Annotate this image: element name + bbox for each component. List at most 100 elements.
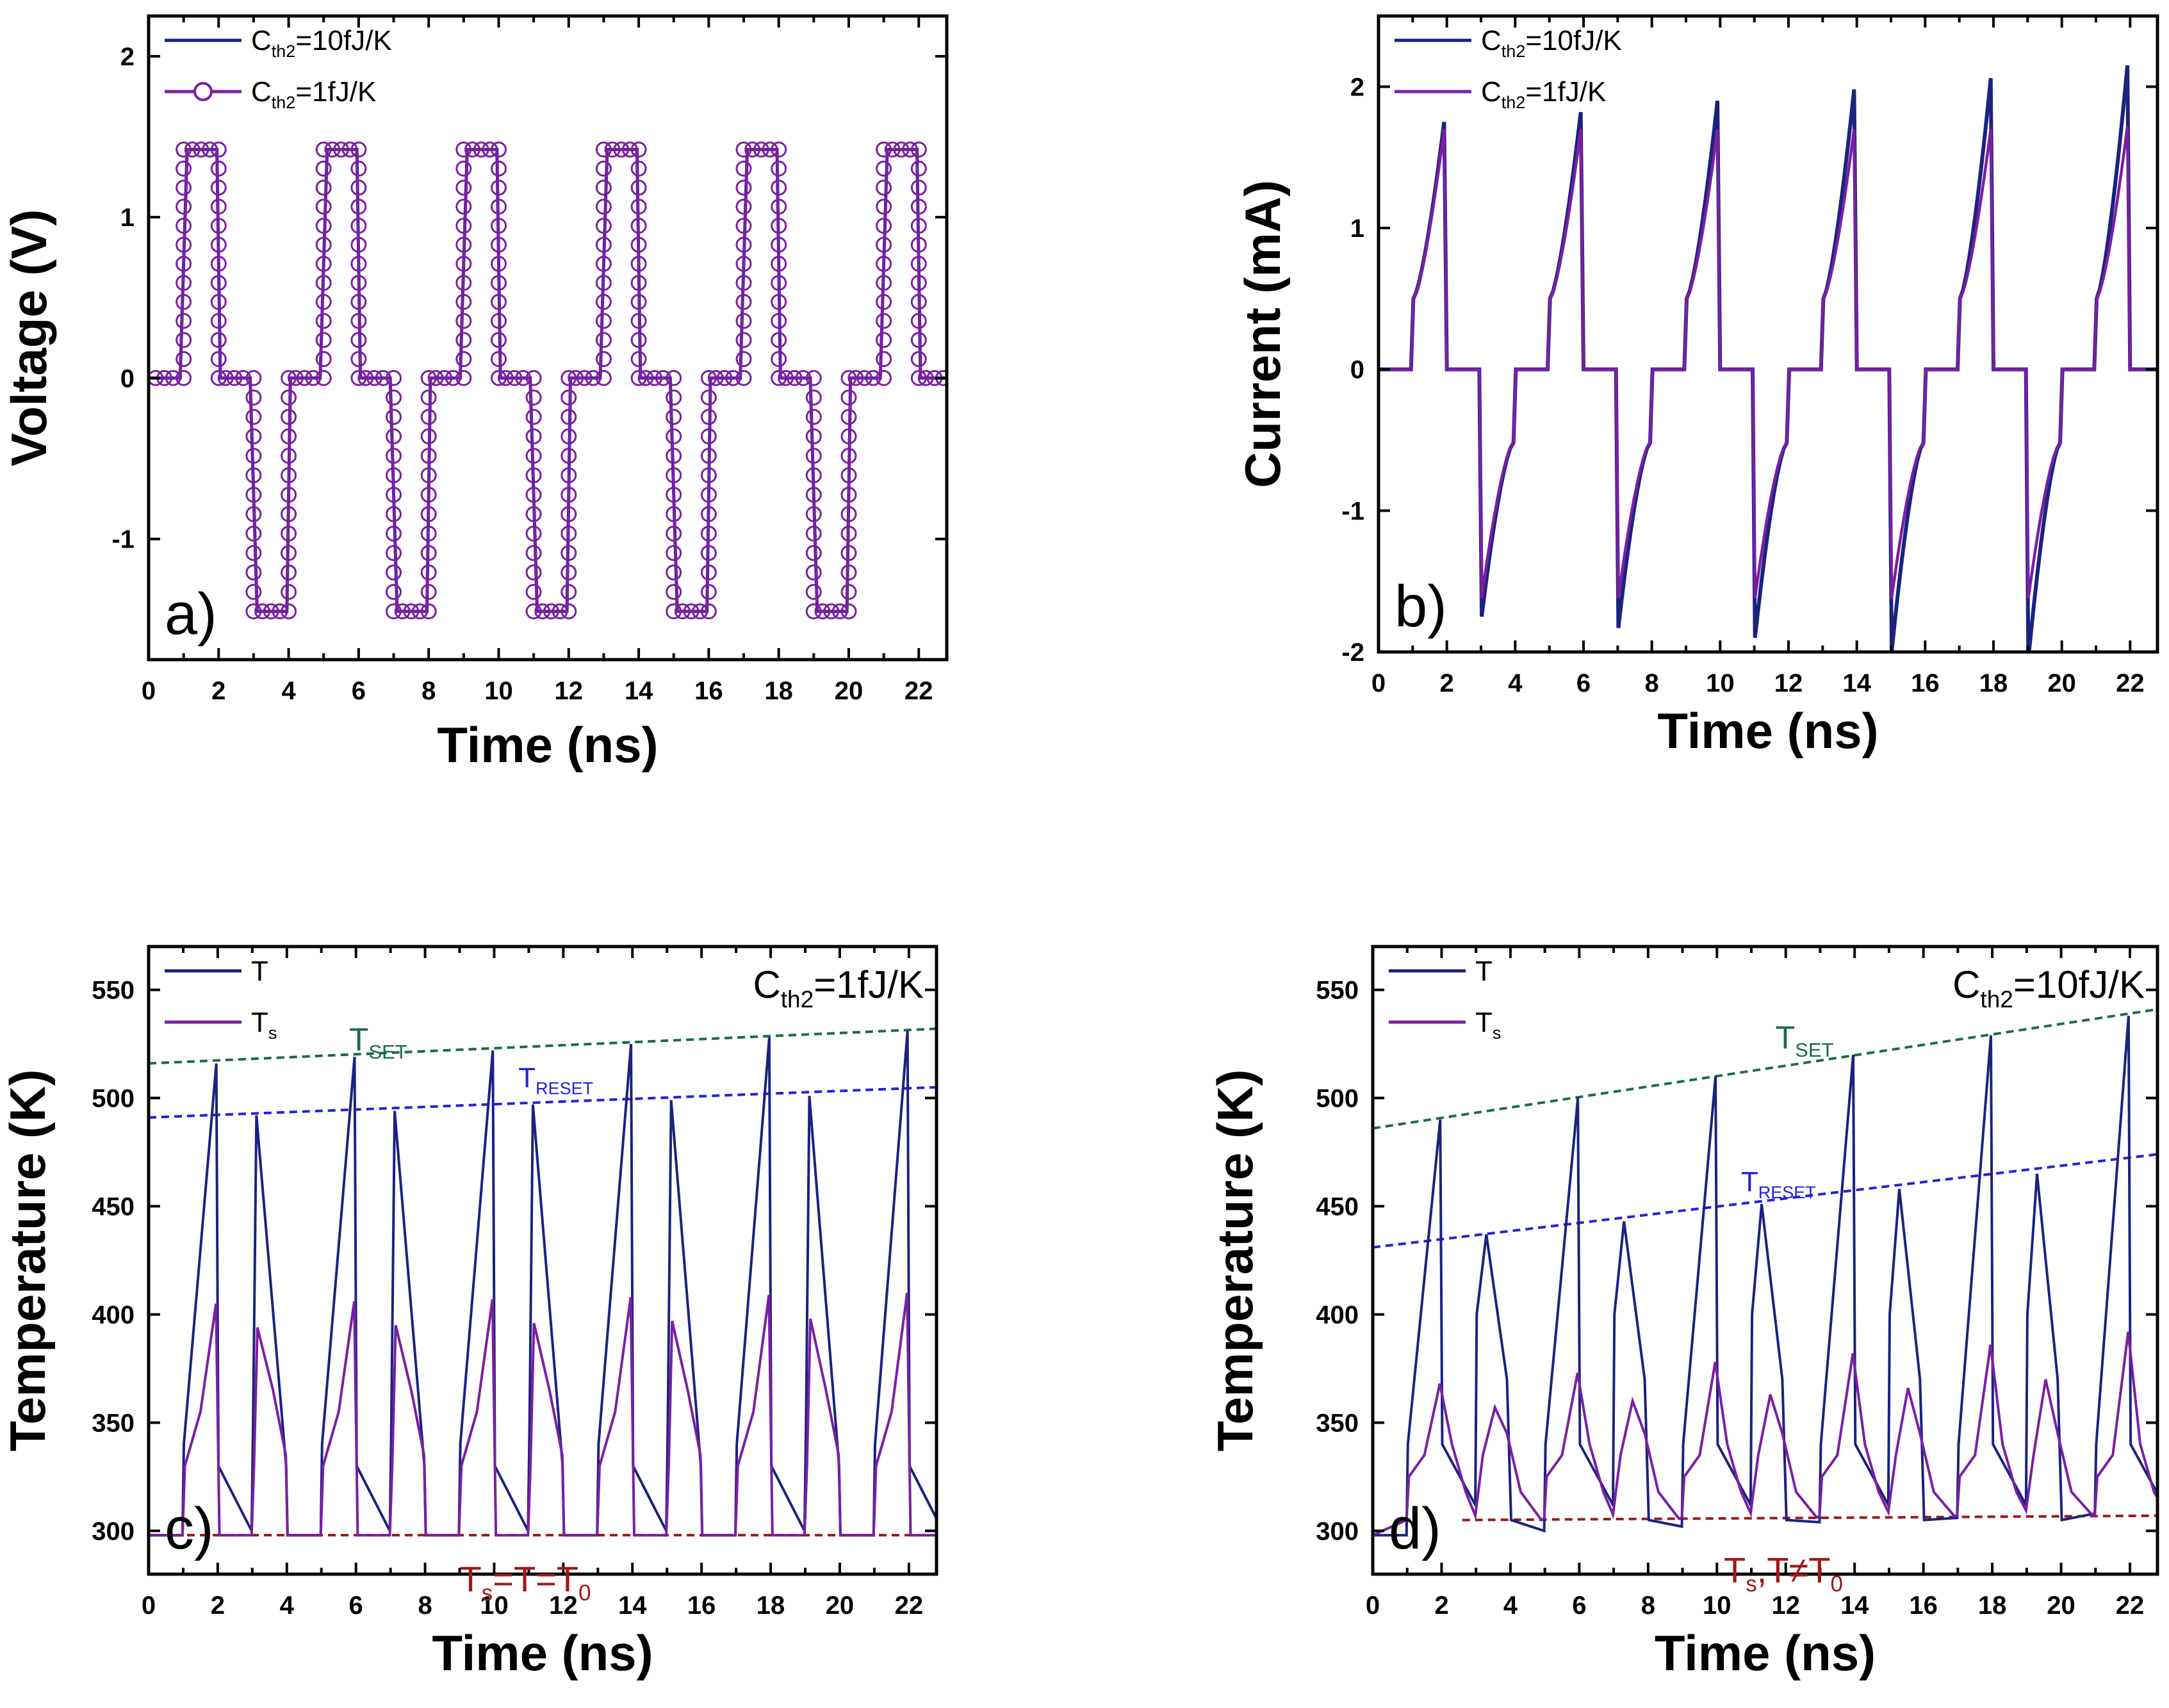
marker-circle — [464, 142, 480, 158]
marker-circle — [805, 506, 822, 523]
x-tick-label: 0 — [142, 677, 156, 705]
marker-circle — [561, 583, 577, 600]
marker-circle — [982, 429, 996, 443]
x-tick-label: 0 — [142, 1591, 156, 1620]
marker-circle — [245, 545, 262, 561]
label-text: T — [1724, 1550, 1746, 1590]
label-text: C — [1481, 76, 1502, 108]
marker-circle — [847, 370, 864, 386]
marker-circle — [982, 585, 996, 599]
x-tick-label: 22 — [895, 1591, 924, 1620]
x-axis-label: Time (ns) — [1655, 1625, 1876, 1681]
y-tick-label: 350 — [1316, 1409, 1359, 1437]
capacitance-annotation: Cth2=10fJ/K — [1952, 963, 2145, 1013]
x-tick-label: 14 — [1840, 1591, 1869, 1620]
marker-circle — [595, 142, 612, 158]
marker-circle — [515, 370, 532, 386]
plot-frame — [1377, 14, 2159, 654]
marker-circle — [552, 603, 568, 620]
marker-circle — [876, 218, 892, 234]
marker-circle — [771, 332, 787, 348]
marker-circle — [281, 370, 297, 386]
tset-label: TSET — [349, 1021, 407, 1063]
marker-circle — [350, 218, 367, 234]
marker-circle — [964, 605, 978, 619]
marker-circle — [210, 256, 227, 272]
marker-circle — [350, 256, 367, 272]
marker-circle — [982, 410, 996, 424]
marker-circle — [655, 370, 671, 386]
marker-circle — [315, 293, 332, 310]
y-tick-label: -1 — [1341, 497, 1364, 525]
subscript-text: 0 — [578, 1581, 591, 1606]
panel-label: c) — [165, 1496, 214, 1561]
marker-circle — [176, 313, 192, 329]
marker-circle — [525, 389, 542, 406]
marker-circle — [613, 142, 630, 158]
marker-circle — [193, 142, 209, 158]
marker-circle — [945, 393, 947, 402]
marker-circle — [831, 603, 848, 620]
marker-circle — [525, 545, 542, 561]
subscript-text: th2 — [272, 42, 296, 61]
marker-circle — [945, 451, 947, 460]
marker-circle — [386, 583, 402, 600]
marker-circle — [840, 487, 857, 503]
marker-circle — [420, 545, 437, 561]
marker-circle — [210, 236, 227, 253]
marker-circle — [735, 142, 752, 158]
y-tick-label: 400 — [92, 1301, 135, 1329]
marker-circle — [700, 506, 717, 523]
marker-circle — [771, 275, 787, 291]
marker-circle — [315, 142, 332, 158]
marker-circle — [666, 370, 682, 386]
series-markers-1fJ — [149, 142, 996, 620]
marker-circle — [945, 607, 947, 615]
legend-marker-circle — [193, 82, 213, 101]
subscript-text: RESET — [536, 1079, 593, 1098]
x-tick-label: 16 — [687, 1591, 716, 1620]
marker-circle — [245, 525, 262, 542]
plot-frame — [147, 945, 938, 1576]
marker-circle — [982, 526, 996, 541]
x-tick-label: 12 — [549, 1591, 578, 1620]
marker-circle — [491, 236, 507, 253]
marker-circle — [973, 605, 987, 619]
marker-circle — [245, 583, 262, 600]
marker-circle — [910, 370, 927, 386]
legend-label: Cth2=10fJ/K — [1481, 25, 1622, 61]
marker-circle — [771, 313, 787, 329]
marker-circle — [910, 313, 927, 329]
marker-circle — [735, 370, 752, 386]
marker-circle — [245, 603, 262, 620]
marker-circle — [910, 199, 927, 215]
x-tick-label: 6 — [1572, 1591, 1586, 1620]
marker-circle — [491, 179, 507, 196]
y-tick-label: -1 — [111, 526, 135, 554]
y-tick-label: 2 — [1350, 73, 1364, 101]
marker-circle — [561, 409, 577, 425]
dashed-line-treset — [149, 1086, 937, 1119]
marker-circle — [805, 525, 822, 542]
x-tick-label: 20 — [2047, 669, 2076, 697]
plot-frame — [147, 14, 949, 662]
x-tick-label: 18 — [757, 1591, 785, 1620]
marker-circle — [945, 432, 947, 441]
marker-circle — [630, 370, 647, 386]
marker-circle — [735, 351, 752, 368]
label-text: =10fJ/K — [2013, 963, 2145, 1006]
marker-circle — [982, 468, 996, 482]
marker-circle — [350, 293, 367, 310]
marker-circle — [762, 142, 778, 158]
marker-circle — [840, 545, 857, 561]
legend-label: T — [251, 956, 268, 987]
marker-circle — [455, 160, 472, 177]
plot-area — [1379, 65, 2157, 652]
panel-d: 0 2 4 6 8 10 12 14 16 18 20 22 300 350 400 450 500 550 Tim… — [1207, 945, 2159, 1681]
marker-circle — [840, 389, 857, 406]
marker-circle — [315, 351, 332, 368]
marker-circle — [350, 199, 367, 215]
legend-label: Cth2=1fJ/K — [251, 76, 376, 112]
marker-circle — [735, 275, 752, 291]
subscript-text: 0 — [1830, 1572, 1842, 1597]
